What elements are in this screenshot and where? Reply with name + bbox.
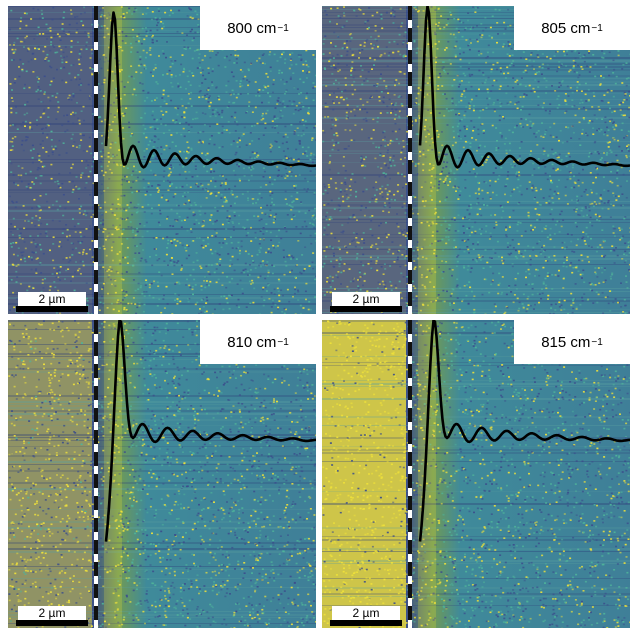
- wavenumber-label: 810 cm −1: [200, 320, 316, 364]
- wavenumber-text: 815 cm: [541, 333, 591, 351]
- wavenumber-text: 810 cm: [227, 333, 277, 351]
- panel-810: 810 cm −1 2 µm: [8, 320, 316, 628]
- wavenumber-label: 815 cm −1: [514, 320, 630, 364]
- wavenumber-exponent: −1: [591, 22, 603, 34]
- scale-bar-label: 2 µm: [332, 292, 400, 306]
- scale-bar: [330, 620, 402, 626]
- decay-profile-line: [418, 6, 630, 169]
- near-field-map: [322, 6, 630, 314]
- wavenumber-label: 800 cm −1: [200, 6, 316, 50]
- panel-800: 800 cm −1 2 µm: [8, 6, 316, 314]
- panel-805: 805 cm −1 2 µm: [322, 6, 630, 314]
- near-field-map: [8, 320, 316, 628]
- decay-profile-line: [104, 320, 316, 542]
- wavenumber-exponent: −1: [591, 336, 603, 348]
- panel-815: 815 cm −1 2 µm: [322, 320, 630, 628]
- decay-profile-line: [418, 320, 630, 542]
- wavenumber-exponent: −1: [277, 336, 289, 348]
- wavenumber-label: 805 cm −1: [514, 6, 630, 50]
- near-field-map: [322, 320, 630, 628]
- scale-bar: [330, 306, 402, 312]
- near-field-map: [8, 6, 316, 314]
- scale-bar: [16, 306, 88, 312]
- scale-bar: [16, 620, 88, 626]
- scale-bar-label: 2 µm: [332, 606, 400, 620]
- scale-bar-label: 2 µm: [18, 292, 86, 306]
- decay-profile-line: [104, 11, 316, 169]
- scale-bar-label: 2 µm: [18, 606, 86, 620]
- wavenumber-exponent: −1: [277, 22, 289, 34]
- wavenumber-text: 805 cm: [541, 19, 591, 37]
- wavenumber-text: 800 cm: [227, 19, 277, 37]
